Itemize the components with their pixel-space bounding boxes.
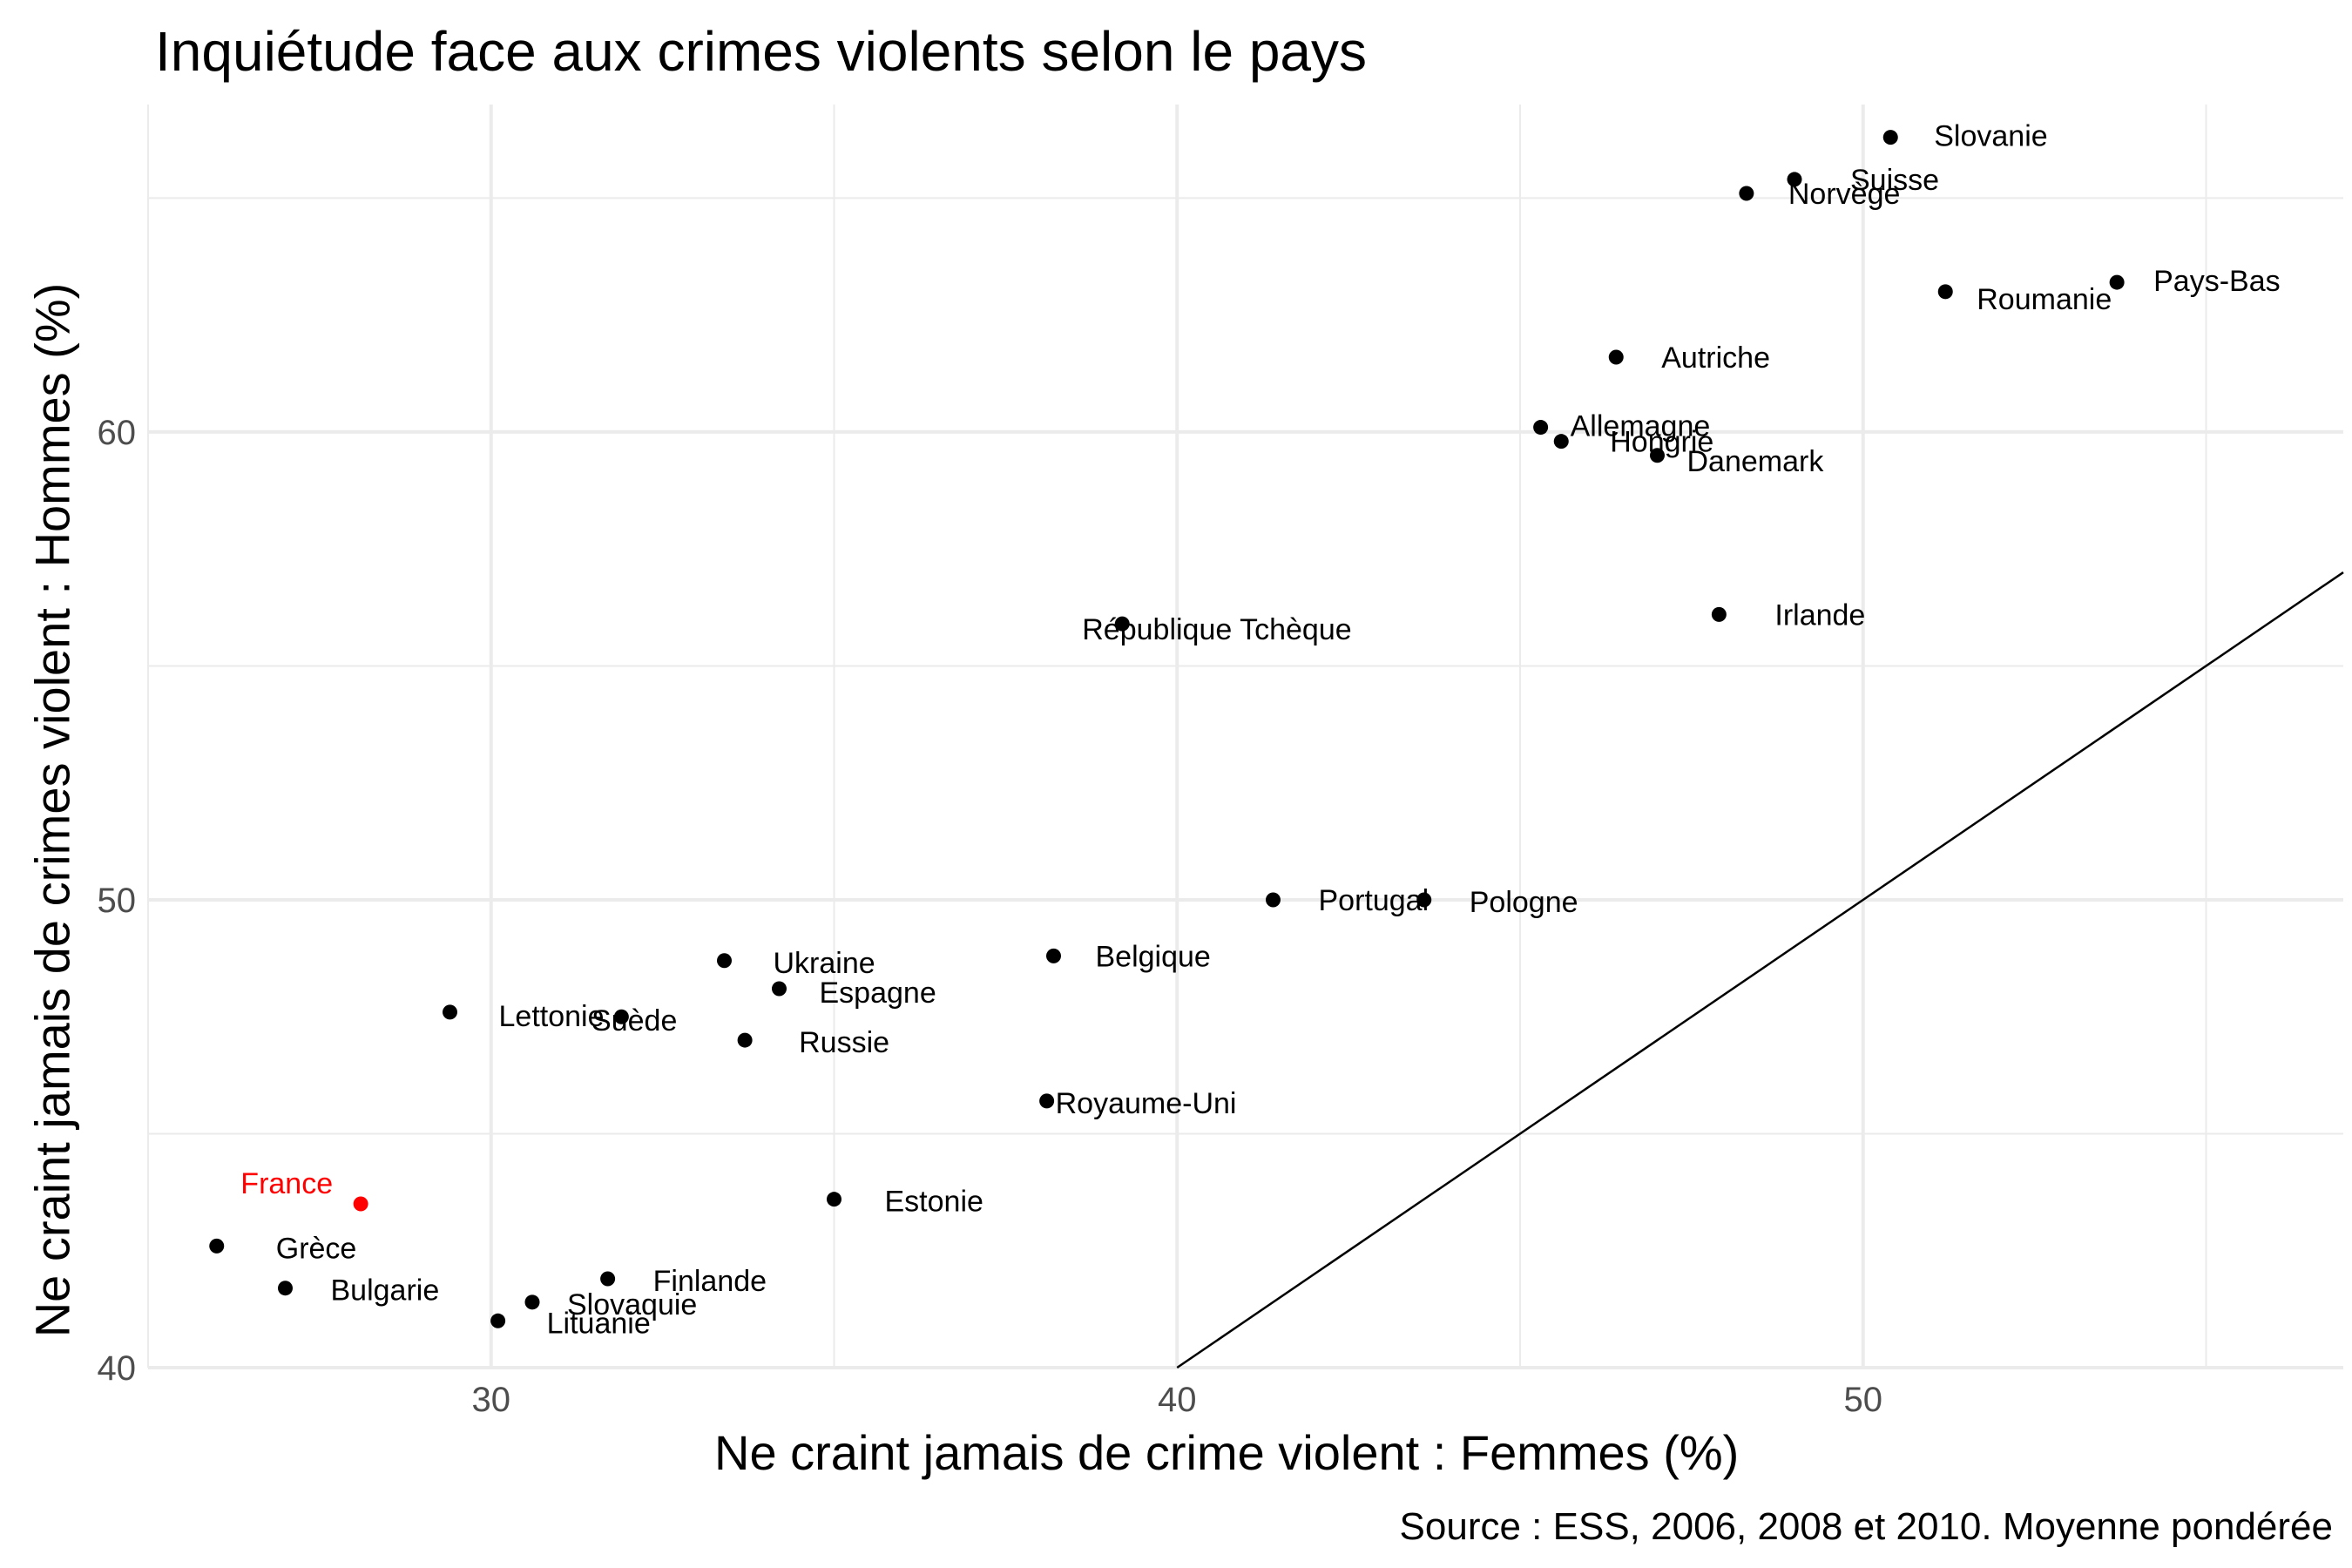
data-point bbox=[1937, 284, 1953, 300]
reference-line bbox=[1176, 571, 2344, 1369]
y-axis-ticks: 40 50 60 bbox=[98, 414, 137, 1388]
data-label: Suisse bbox=[1850, 164, 1939, 197]
data-point bbox=[490, 1313, 506, 1328]
data-label: Grèce bbox=[276, 1232, 357, 1265]
data-point bbox=[1553, 434, 1569, 449]
data-label: Norvège bbox=[1788, 178, 1901, 211]
data-label: Lituanie bbox=[547, 1307, 651, 1340]
data-label: Allemagne bbox=[1571, 410, 1711, 443]
y-axis-label: Ne craint jamais de crimes violent : Hom… bbox=[24, 282, 80, 1338]
data-label: Russie bbox=[799, 1026, 889, 1059]
data-label: Belgique bbox=[1096, 940, 1211, 973]
data-point bbox=[1046, 948, 1061, 963]
data-label: Irlande bbox=[1774, 598, 1865, 632]
data-point bbox=[524, 1294, 540, 1310]
data-label: Hongrie bbox=[1610, 426, 1713, 459]
data-label: Slovanie bbox=[1934, 120, 2047, 153]
data-points bbox=[209, 130, 2125, 1328]
data-point bbox=[443, 1004, 457, 1020]
chart-caption: Source : ESS, 2006, 2008 et 2010. Moyenn… bbox=[1399, 1505, 2333, 1548]
data-label: Lettonie bbox=[499, 1000, 605, 1033]
grid-minor bbox=[147, 105, 2343, 1368]
data-point bbox=[209, 1238, 225, 1254]
data-label: République Tchèque bbox=[1082, 613, 1351, 646]
data-point bbox=[278, 1281, 293, 1296]
data-label: Bulgarie bbox=[331, 1274, 440, 1308]
data-label: Ukraine bbox=[774, 947, 875, 980]
data-point bbox=[772, 981, 787, 997]
data-point bbox=[613, 1009, 629, 1024]
data-point bbox=[1739, 186, 1754, 201]
data-label: Estonie bbox=[885, 1186, 983, 1219]
data-label: Royaume-Uni bbox=[1056, 1087, 1237, 1120]
x-axis-ticks: 30 40 50 bbox=[472, 1381, 1883, 1419]
data-label: Pologne bbox=[1470, 886, 1578, 919]
data-point bbox=[1882, 130, 1898, 145]
y-tick-label: 50 bbox=[98, 882, 137, 920]
data-label: Portugal bbox=[1319, 884, 1429, 917]
y-tick-label: 40 bbox=[98, 1349, 137, 1388]
data-point bbox=[1608, 349, 1624, 365]
x-tick-label: 30 bbox=[472, 1381, 511, 1419]
data-point bbox=[1650, 448, 1665, 463]
data-point bbox=[827, 1192, 841, 1207]
data-label: Slovaquie bbox=[567, 1288, 697, 1321]
data-label: Pays-Bas bbox=[2153, 265, 2281, 298]
data-label: Roumanie bbox=[1977, 283, 2112, 316]
data-point bbox=[1039, 1093, 1055, 1109]
x-axis-label: Ne craint jamais de crime violent : Femm… bbox=[714, 1425, 1740, 1480]
data-label: Suède bbox=[591, 1004, 677, 1037]
reference-line-group bbox=[1176, 571, 2344, 1369]
data-point bbox=[600, 1271, 616, 1287]
data-point bbox=[1787, 172, 1802, 187]
data-point bbox=[353, 1196, 368, 1212]
data-point bbox=[1416, 892, 1432, 908]
data-point bbox=[1114, 616, 1130, 632]
data-point bbox=[717, 953, 732, 969]
grid-major bbox=[148, 105, 2343, 1369]
x-tick-label: 40 bbox=[1158, 1381, 1197, 1419]
data-label: Espagne bbox=[820, 977, 936, 1010]
y-tick-label: 60 bbox=[98, 414, 137, 452]
chart-title: Inquiétude face aux crimes violents selo… bbox=[155, 20, 1367, 83]
x-tick-label: 50 bbox=[1844, 1381, 1883, 1419]
data-point bbox=[2109, 274, 2125, 290]
data-label: Finlande bbox=[653, 1265, 767, 1298]
data-label: Danemark bbox=[1687, 445, 1825, 478]
data-point bbox=[1711, 606, 1727, 622]
data-point bbox=[737, 1032, 753, 1048]
data-point bbox=[1266, 892, 1281, 908]
data-point bbox=[1533, 420, 1549, 436]
data-label: France bbox=[240, 1167, 333, 1200]
data-label: Autriche bbox=[1661, 341, 1770, 375]
